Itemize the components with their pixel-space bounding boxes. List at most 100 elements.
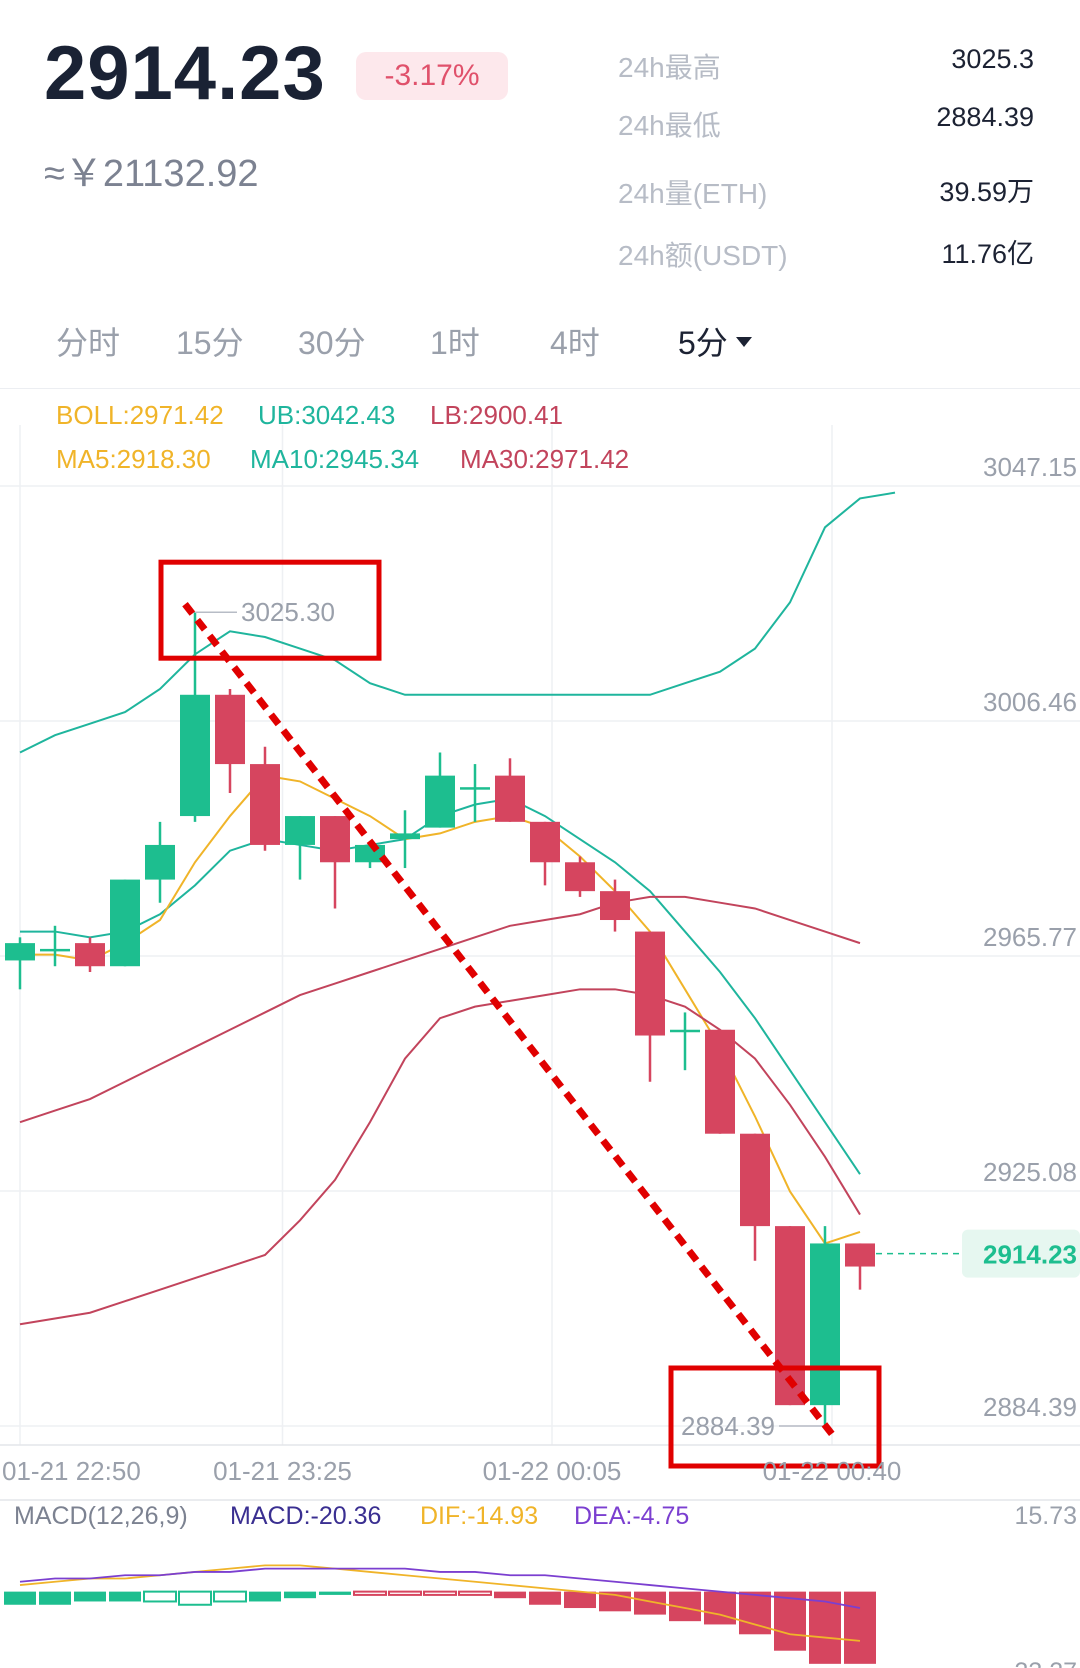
legend-dea: DEA:-4.75: [574, 1502, 689, 1530]
stat-value-turnover: 11.76亿: [941, 239, 1034, 269]
macd-bar-0: [4, 1591, 36, 1605]
stat-label-high: 24h最高: [618, 52, 721, 83]
x-tick-label-1: 01-21 23:25: [213, 1456, 352, 1486]
tab-5min[interactable]: 5分: [678, 318, 752, 364]
legend-macd: MACD:-20.36: [230, 1502, 381, 1530]
tab-15min[interactable]: 15分: [176, 325, 244, 361]
tab-time-share[interactable]: 分时: [56, 325, 121, 361]
stat-label-low: 24h最低: [618, 110, 721, 141]
legend-ma30: MA30:2971.42: [460, 444, 629, 474]
macd-bar-4: [143, 1590, 177, 1603]
cny-price: ≈￥21132.92: [44, 153, 259, 195]
tabs-divider: [0, 388, 1080, 389]
candle-body-11: [390, 833, 420, 840]
candle-body-12: [425, 775, 455, 828]
macd-bar-16: [564, 1591, 596, 1609]
macd-bar-24: [844, 1591, 876, 1664]
macd-bar-18: [634, 1591, 666, 1615]
indicator-legend: BOLL:2971.42 UB:3042.43 LB:2900.41 MA5:2…: [14, 400, 689, 1530]
candle-body-13: [460, 787, 490, 790]
low-marker-label: 2884.39: [681, 1411, 775, 1441]
candle-body-1: [40, 948, 70, 952]
ub-line: [19, 491, 896, 754]
macd-bar-1: [39, 1591, 71, 1605]
grid-lines: [0, 425, 1080, 1446]
tab-4hour[interactable]: 4时: [550, 325, 600, 361]
caret-down-icon: [735, 336, 752, 347]
candles: [5, 612, 875, 1426]
last-price: 2914.23: [44, 31, 326, 116]
candle-body-9: [320, 816, 350, 863]
dea-line: [19, 1567, 861, 1609]
stat-label-turnover: 24h额(USDT): [618, 240, 788, 271]
lb-line: [19, 895, 861, 1124]
high-highlight-box: [158, 559, 382, 661]
candle-body-5: [180, 694, 210, 817]
macd-bar-14: [494, 1591, 526, 1599]
current-price-label: 2914.23: [983, 1240, 1077, 1270]
legend-boll: BOLL:2971.42: [56, 400, 224, 430]
candle-body-3: [110, 879, 140, 967]
macd-panel: 15.73 -23.27: [0, 1499, 1080, 1668]
candle-body-21: [740, 1133, 770, 1227]
y-tick-label-1: 3006.46: [983, 687, 1077, 717]
legend-ma5: MA5:2918.30: [56, 444, 211, 474]
candle-body-19: [670, 1029, 700, 1033]
change-percent-badge: -3.17%: [356, 52, 508, 100]
high-marker-label: 3025.30: [241, 597, 335, 627]
x-tick-label-3: 01-22 00:40: [763, 1456, 902, 1486]
macd-bar-10: [353, 1590, 387, 1596]
candle-body-0: [5, 943, 35, 961]
interval-tabs: 分时 15分 30分 1时 4时 5分: [0, 300, 1080, 380]
candle-body-24: [845, 1243, 875, 1267]
macd-bar-3: [109, 1591, 141, 1602]
macd-bar-11: [388, 1590, 422, 1596]
macd-bar-2: [74, 1591, 106, 1602]
candle-body-16: [565, 862, 595, 892]
y-tick-label-2: 2965.77: [983, 922, 1077, 952]
macd-bar-8: [284, 1591, 316, 1599]
candle-body-17: [600, 891, 630, 921]
trend-dashed-line: [182, 602, 838, 1441]
macd-bar-23: [809, 1591, 841, 1664]
x-tick-label-0: 01-21 22:50: [2, 1456, 141, 1486]
legend-dif: DIF:-14.93: [420, 1502, 538, 1530]
macd-bar-9: [319, 1591, 351, 1595]
annotations: 3025.30 2884.39 2914.23: [158, 559, 1080, 1469]
stat-value-low: 2884.39: [936, 102, 1034, 132]
legend-ub: UB:3042.43: [258, 400, 395, 430]
tab-30min[interactable]: 30分: [298, 325, 366, 361]
macd-tick-label-1: -23.27: [1006, 1658, 1077, 1668]
stat-label-volume: 24h量(ETH): [618, 178, 768, 209]
macd-bar-15: [529, 1591, 561, 1605]
y-tick-label-0: 3047.15: [983, 452, 1077, 482]
macd-tick-label-0: 15.73: [1014, 1502, 1077, 1530]
macd-bar-22: [774, 1591, 806, 1651]
candle-body-7: [250, 764, 280, 845]
legend-lb: LB:2900.41: [430, 400, 563, 430]
candle-body-15: [530, 821, 560, 863]
macd-bar-7: [249, 1591, 281, 1602]
y-tick-label-4: 2884.39: [983, 1392, 1077, 1422]
stat-value-volume: 39.59万: [939, 177, 1034, 207]
candle-body-20: [705, 1029, 735, 1134]
legend-macd-params: MACD(12,26,9): [14, 1502, 188, 1530]
candle-body-6: [215, 694, 245, 765]
candle-body-14: [495, 775, 525, 822]
macd-bar-20: [704, 1591, 736, 1625]
y-tick-label-3: 2925.08: [983, 1157, 1077, 1187]
x-tick-label-2: 01-22 00:05: [483, 1456, 622, 1486]
macd-bar-13: [458, 1590, 492, 1596]
candle-body-4: [145, 844, 175, 880]
candle-body-18: [635, 931, 665, 1036]
current-price-tag: [962, 1229, 1080, 1278]
macd-bar-12: [423, 1590, 457, 1596]
ticker-header: 2914.23 -3.17% ≈￥21132.92 24h最高 3025.3 2…: [0, 0, 1080, 290]
macd-bar-6: [213, 1590, 247, 1603]
tab-5min-label: 5分: [678, 325, 728, 361]
axis-labels: 3047.15 3006.46 2965.77 2925.08 2884.39 01-21…: [2, 452, 1077, 1486]
macd-bar-5: [178, 1590, 212, 1606]
stat-value-high: 3025.3: [951, 44, 1034, 74]
tab-1hour[interactable]: 1时: [430, 325, 480, 361]
